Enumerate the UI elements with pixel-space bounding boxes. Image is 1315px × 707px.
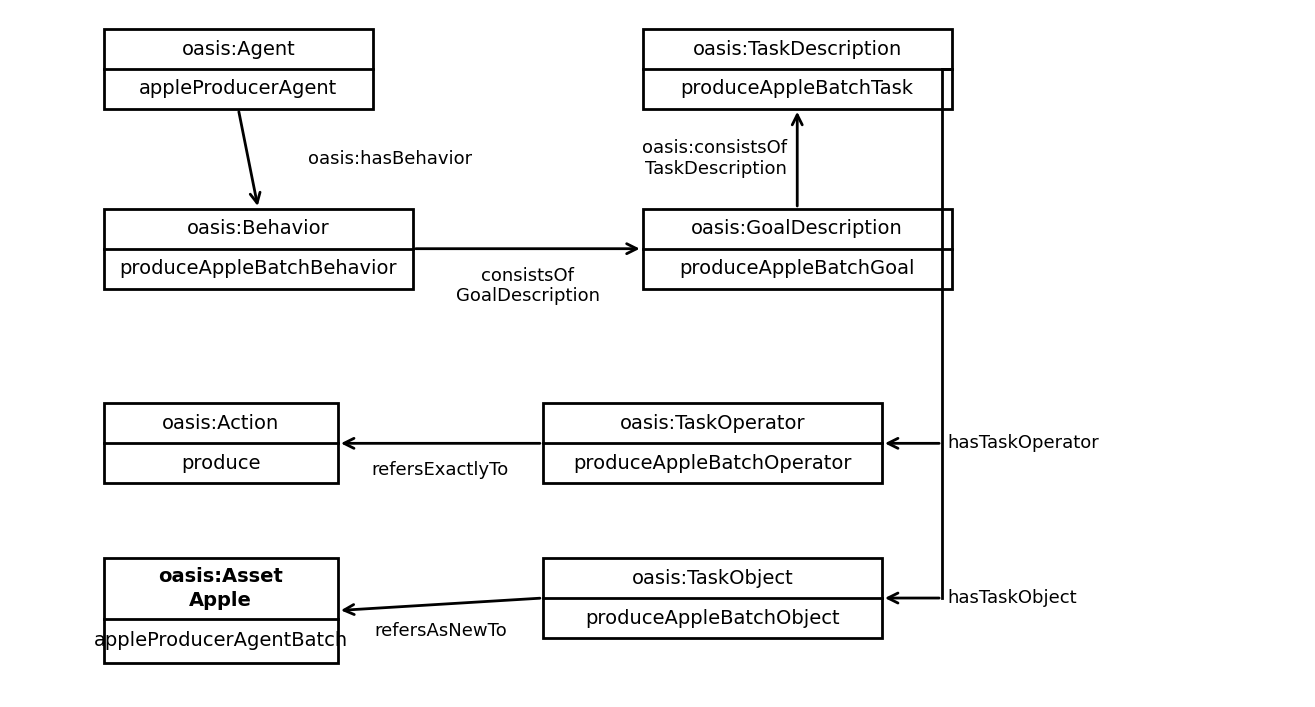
Text: produceAppleBatchObject: produceAppleBatchObject [585,609,840,628]
Bar [104,29,373,109]
Text: hasTaskObject: hasTaskObject [947,589,1077,607]
Text: produce: produce [181,454,260,473]
Text: produceAppleBatchOperator: produceAppleBatchOperator [573,454,852,473]
Bar [543,404,882,484]
Text: hasTaskOperator: hasTaskOperator [947,434,1099,452]
Text: oasis:Action: oasis:Action [162,414,280,433]
Text: refersExactlyTo: refersExactlyTo [372,461,509,479]
Text: produceAppleBatchTask: produceAppleBatchTask [681,79,914,98]
Text: appleProducerAgentBatch: appleProducerAgentBatch [93,631,348,650]
Text: oasis:consistsOf
TaskDescription: oasis:consistsOf TaskDescription [642,139,788,178]
Text: oasis:Behavior: oasis:Behavior [187,219,330,238]
Bar [643,29,952,109]
Text: oasis:Agent: oasis:Agent [181,40,295,59]
Text: produceAppleBatchGoal: produceAppleBatchGoal [680,259,915,278]
Text: refersAsNewTo: refersAsNewTo [373,622,506,641]
Text: oasis:hasBehavior: oasis:hasBehavior [308,150,472,168]
Text: oasis:TaskObject: oasis:TaskObject [631,568,793,588]
Bar [104,209,413,288]
Text: oasis:TaskOperator: oasis:TaskOperator [619,414,805,433]
Text: oasis:TaskDescription: oasis:TaskDescription [693,40,902,59]
Bar [104,558,338,663]
Text: appleProducerAgent: appleProducerAgent [139,79,338,98]
Text: consistsOf
GoalDescription: consistsOf GoalDescription [456,267,600,305]
Text: oasis:Asset
Apple: oasis:Asset Apple [158,567,283,609]
Bar [104,404,338,484]
Bar [543,558,882,638]
Text: oasis:GoalDescription: oasis:GoalDescription [692,219,903,238]
Text: produceAppleBatchBehavior: produceAppleBatchBehavior [120,259,397,278]
Bar [643,209,952,288]
